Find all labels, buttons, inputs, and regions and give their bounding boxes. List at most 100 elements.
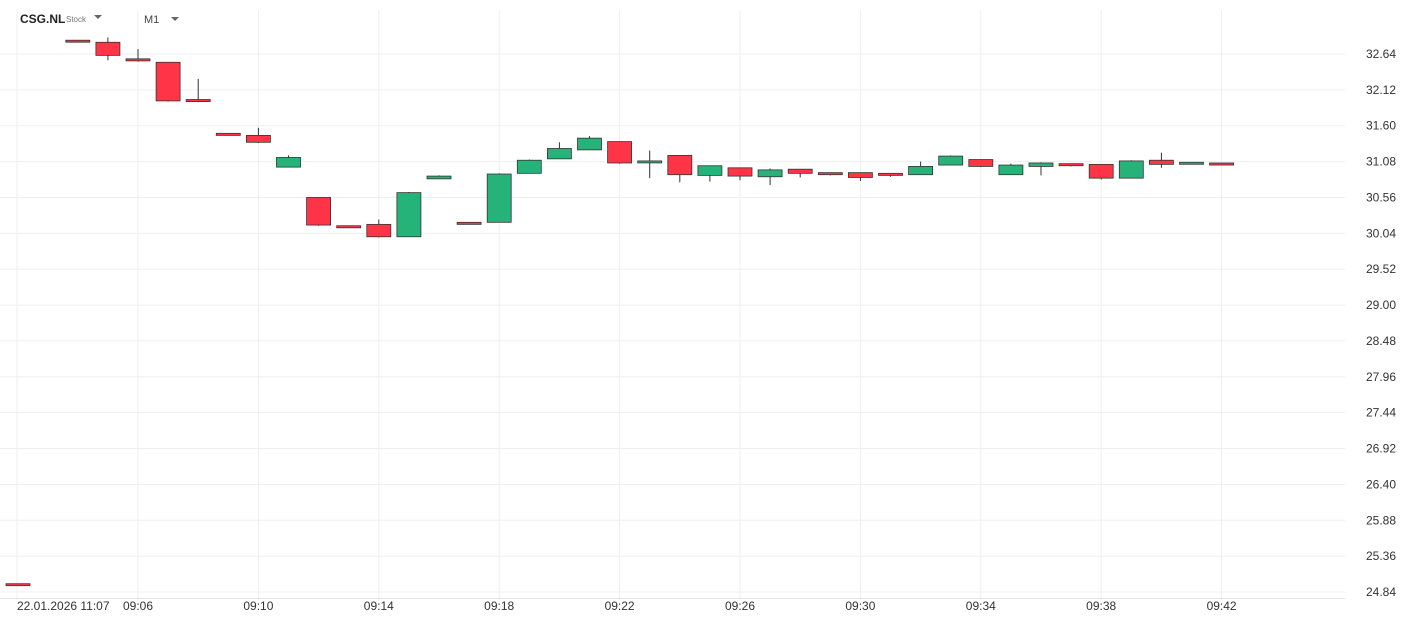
candle-body (215, 132, 241, 136)
candle-body (426, 175, 452, 180)
candle-body (1149, 159, 1174, 165)
candle[interactable] (125, 49, 151, 62)
candle-body (1088, 163, 1114, 179)
time-tick-label: 09:42 (1207, 599, 1237, 613)
time-tick-label: 09:30 (845, 599, 875, 613)
candle-body (878, 172, 903, 176)
candle[interactable] (637, 150, 663, 179)
candle-body (968, 159, 994, 167)
price-tick-label: 26.40 (1366, 477, 1396, 491)
price-tick-label: 24.84 (1366, 585, 1396, 599)
candle-body (697, 165, 723, 176)
candle-body (336, 225, 362, 229)
candle-body (667, 154, 693, 176)
price-tick-label: 31.08 (1366, 155, 1396, 169)
candle-body (366, 223, 392, 238)
candle-body (938, 155, 964, 166)
time-tick-label: 09:34 (966, 599, 996, 613)
time-axis: 22.01.2026 11:07 09:06 09:10 09:14 09:18 09:2… (17, 599, 1237, 613)
price-tick-label: 32.64 (1366, 47, 1396, 61)
candle-body (1058, 163, 1084, 167)
candle[interactable] (1088, 163, 1114, 180)
candle[interactable] (245, 127, 271, 143)
candle-body (757, 169, 783, 178)
candle-body (516, 159, 542, 174)
price-tick-label: 26.92 (1366, 442, 1396, 456)
symbol-dropdown-icon[interactable] (94, 15, 102, 19)
candle[interactable] (426, 175, 452, 180)
candle[interactable] (1149, 152, 1174, 168)
time-tick-label: 09:22 (605, 599, 635, 613)
candle[interactable] (65, 39, 91, 43)
candle[interactable] (1209, 162, 1234, 166)
candle[interactable] (516, 159, 542, 174)
candle[interactable] (848, 172, 873, 181)
candle-body (727, 167, 753, 177)
chart-grid (0, 10, 1345, 600)
chart-candles (5, 37, 1234, 587)
candle[interactable] (878, 172, 903, 177)
candle[interactable] (95, 37, 121, 61)
candle[interactable] (938, 155, 964, 166)
time-tick-label: 09:06 (123, 599, 153, 613)
candle-body (1028, 162, 1054, 167)
candle-body (848, 172, 873, 178)
time-tick-label: 09:18 (484, 599, 514, 613)
time-tick-label: 09:26 (725, 599, 755, 613)
candle[interactable] (456, 221, 482, 225)
time-tick-label: 09:14 (364, 599, 394, 613)
candle-body (95, 41, 121, 56)
candle-body (65, 39, 91, 43)
candle[interactable] (1179, 161, 1204, 165)
candle[interactable] (908, 161, 933, 176)
price-tick-label: 28.48 (1366, 334, 1396, 348)
chart-toolbar: CSG.NL Stock M1 (0, 0, 1345, 36)
candle[interactable] (757, 168, 783, 186)
candle[interactable] (336, 225, 362, 229)
price-axis: 32.64 32.12 31.60 31.08 30.56 30.04 29.52 29.00… (1366, 47, 1396, 599)
candle[interactable] (1028, 162, 1054, 176)
candle[interactable] (155, 61, 181, 102)
candle[interactable] (486, 173, 512, 223)
candle-body (276, 157, 301, 168)
candle[interactable] (998, 163, 1024, 176)
candle[interactable] (667, 154, 693, 183)
candle[interactable] (276, 155, 301, 168)
candle[interactable] (1058, 163, 1084, 167)
candle[interactable] (968, 159, 994, 168)
candle[interactable] (1118, 160, 1144, 179)
price-tick-label: 30.56 (1366, 190, 1396, 204)
candle-body (908, 166, 933, 176)
candle-body (637, 160, 663, 164)
candle[interactable] (396, 191, 422, 238)
candle-body (245, 134, 271, 143)
candle[interactable] (215, 132, 241, 136)
candle-body (306, 197, 332, 226)
candle-body (998, 164, 1024, 176)
candle-body (396, 192, 422, 238)
candle[interactable] (787, 168, 813, 178)
timeframe-dropdown-icon[interactable] (171, 17, 179, 21)
candle[interactable] (366, 219, 392, 238)
candle-body (1179, 161, 1204, 165)
price-tick-label: 27.96 (1366, 370, 1396, 384)
candle[interactable] (697, 165, 723, 182)
candle[interactable] (727, 167, 753, 181)
symbol-label[interactable]: CSG.NL (20, 12, 66, 26)
candle[interactable] (607, 141, 632, 164)
timeframe-label[interactable]: M1 (144, 14, 160, 26)
candle[interactable] (5, 583, 31, 587)
candle[interactable] (577, 136, 602, 151)
candle[interactable] (306, 197, 332, 226)
candle[interactable] (817, 172, 843, 176)
candle[interactable] (547, 142, 572, 160)
price-tick-label: 29.00 (1366, 298, 1396, 312)
candle-body (456, 221, 482, 225)
candle[interactable] (185, 78, 211, 103)
candle-body (577, 137, 602, 151)
candle-body (125, 58, 151, 62)
time-tick-label: 09:38 (1086, 599, 1116, 613)
candle-body (607, 141, 632, 164)
price-tick-label: 31.60 (1366, 119, 1396, 133)
